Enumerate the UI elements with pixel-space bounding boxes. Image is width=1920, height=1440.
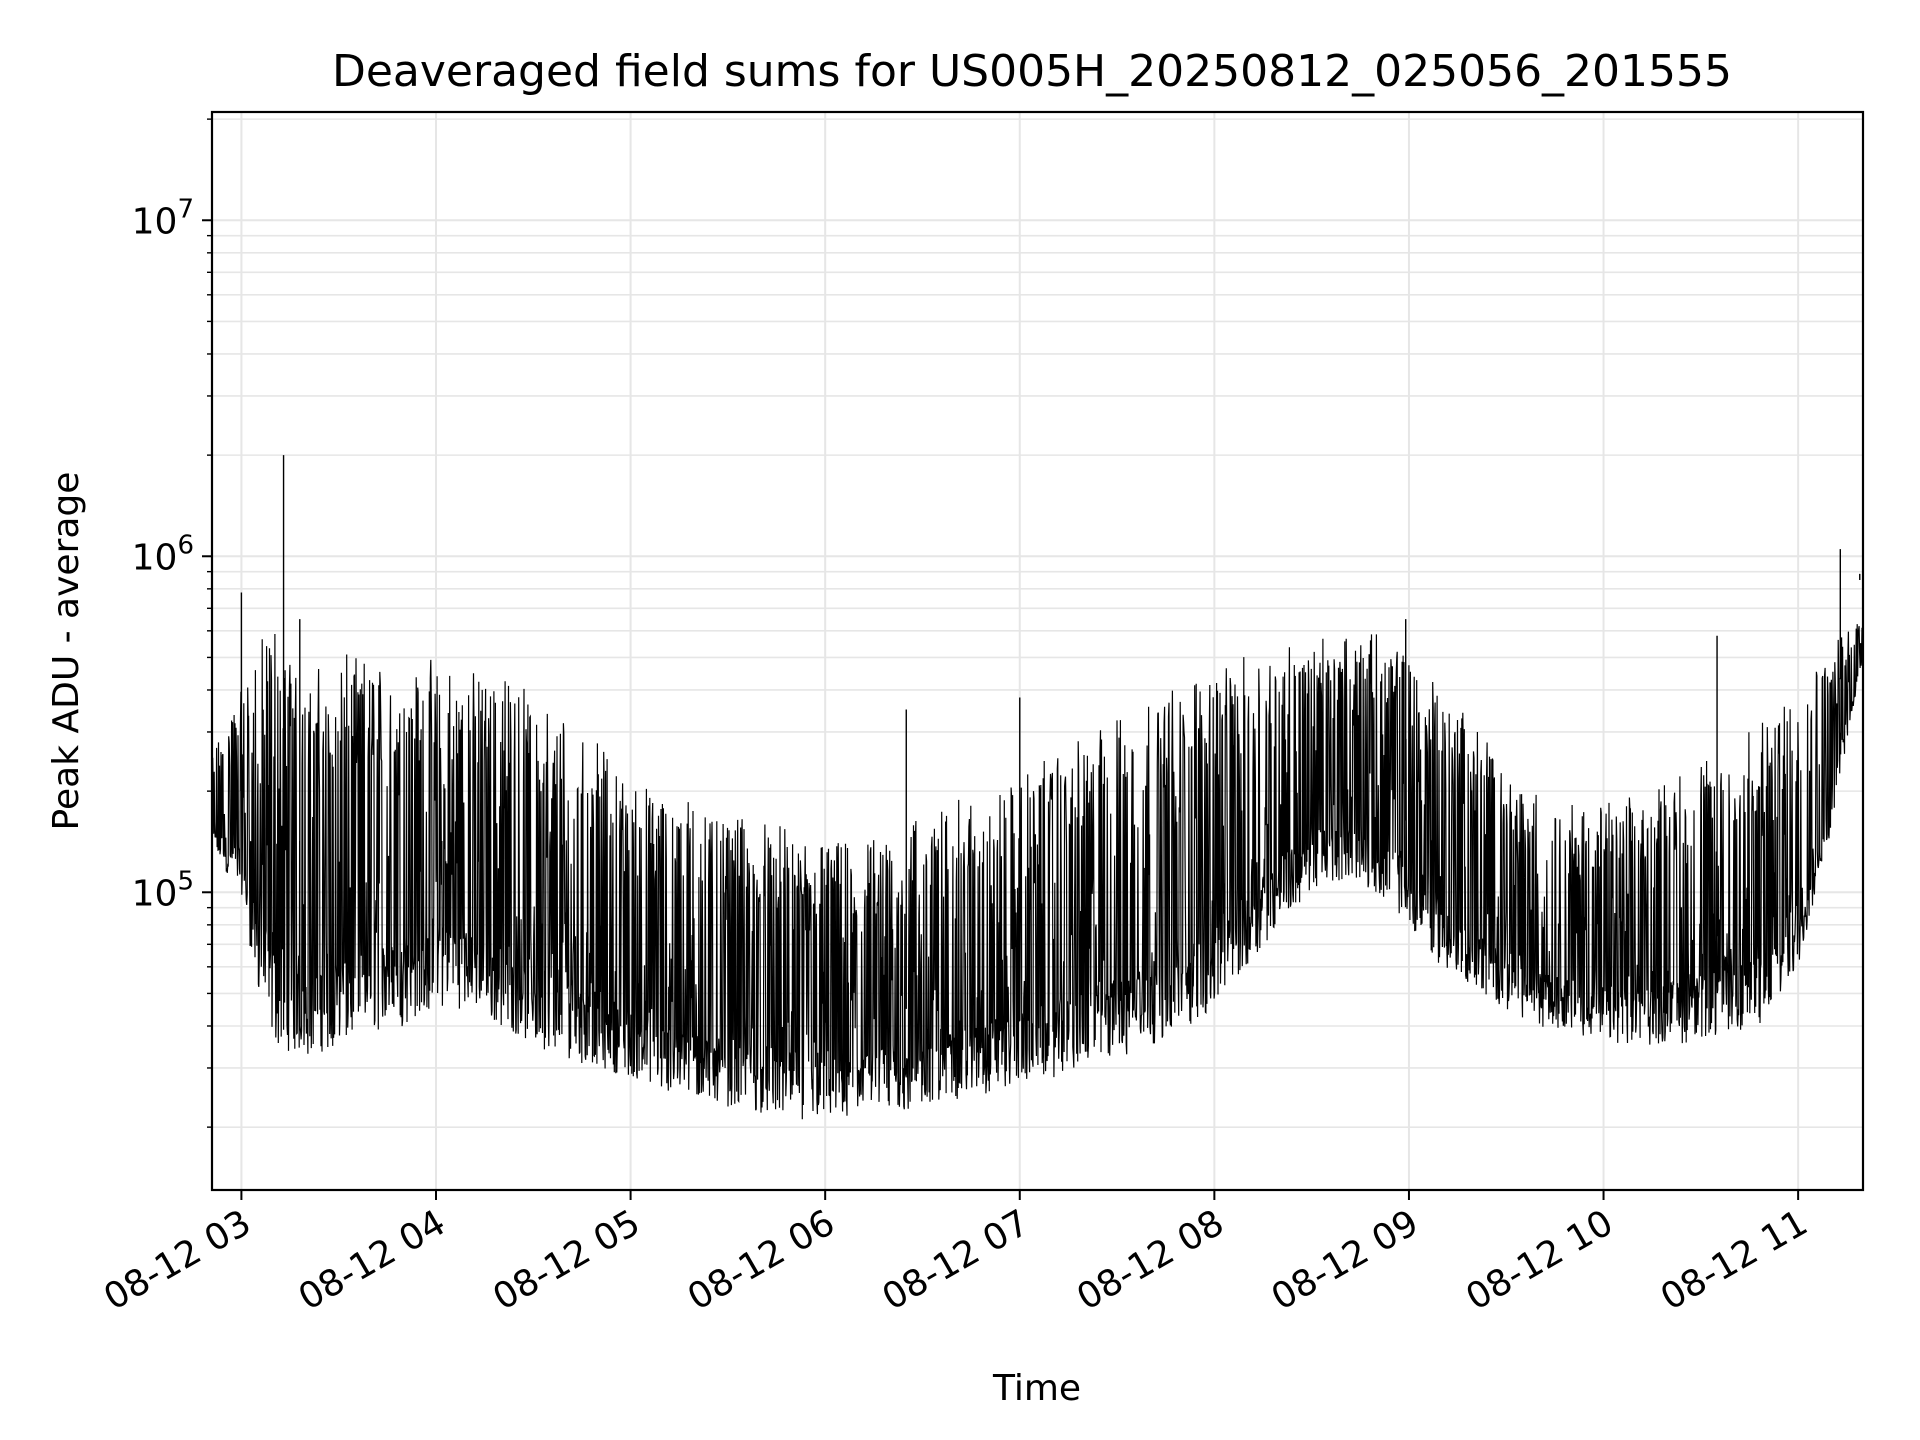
series — [211, 455, 1864, 1120]
x-axis-label: Time — [992, 1368, 1081, 1409]
y-tick-label: 105 — [132, 866, 194, 914]
plot-frame — [210, 110, 1865, 1192]
y-axis-label: Peak ADU - average — [46, 472, 87, 831]
series-line — [211, 624, 1864, 1120]
y-axis: 105 106 107 — [132, 118, 212, 1128]
y-tick-label: 107 — [132, 194, 194, 242]
chart-title: Deaveraged field sums for US005H_2025081… — [332, 46, 1732, 97]
y-tick-label: 106 — [132, 530, 194, 578]
